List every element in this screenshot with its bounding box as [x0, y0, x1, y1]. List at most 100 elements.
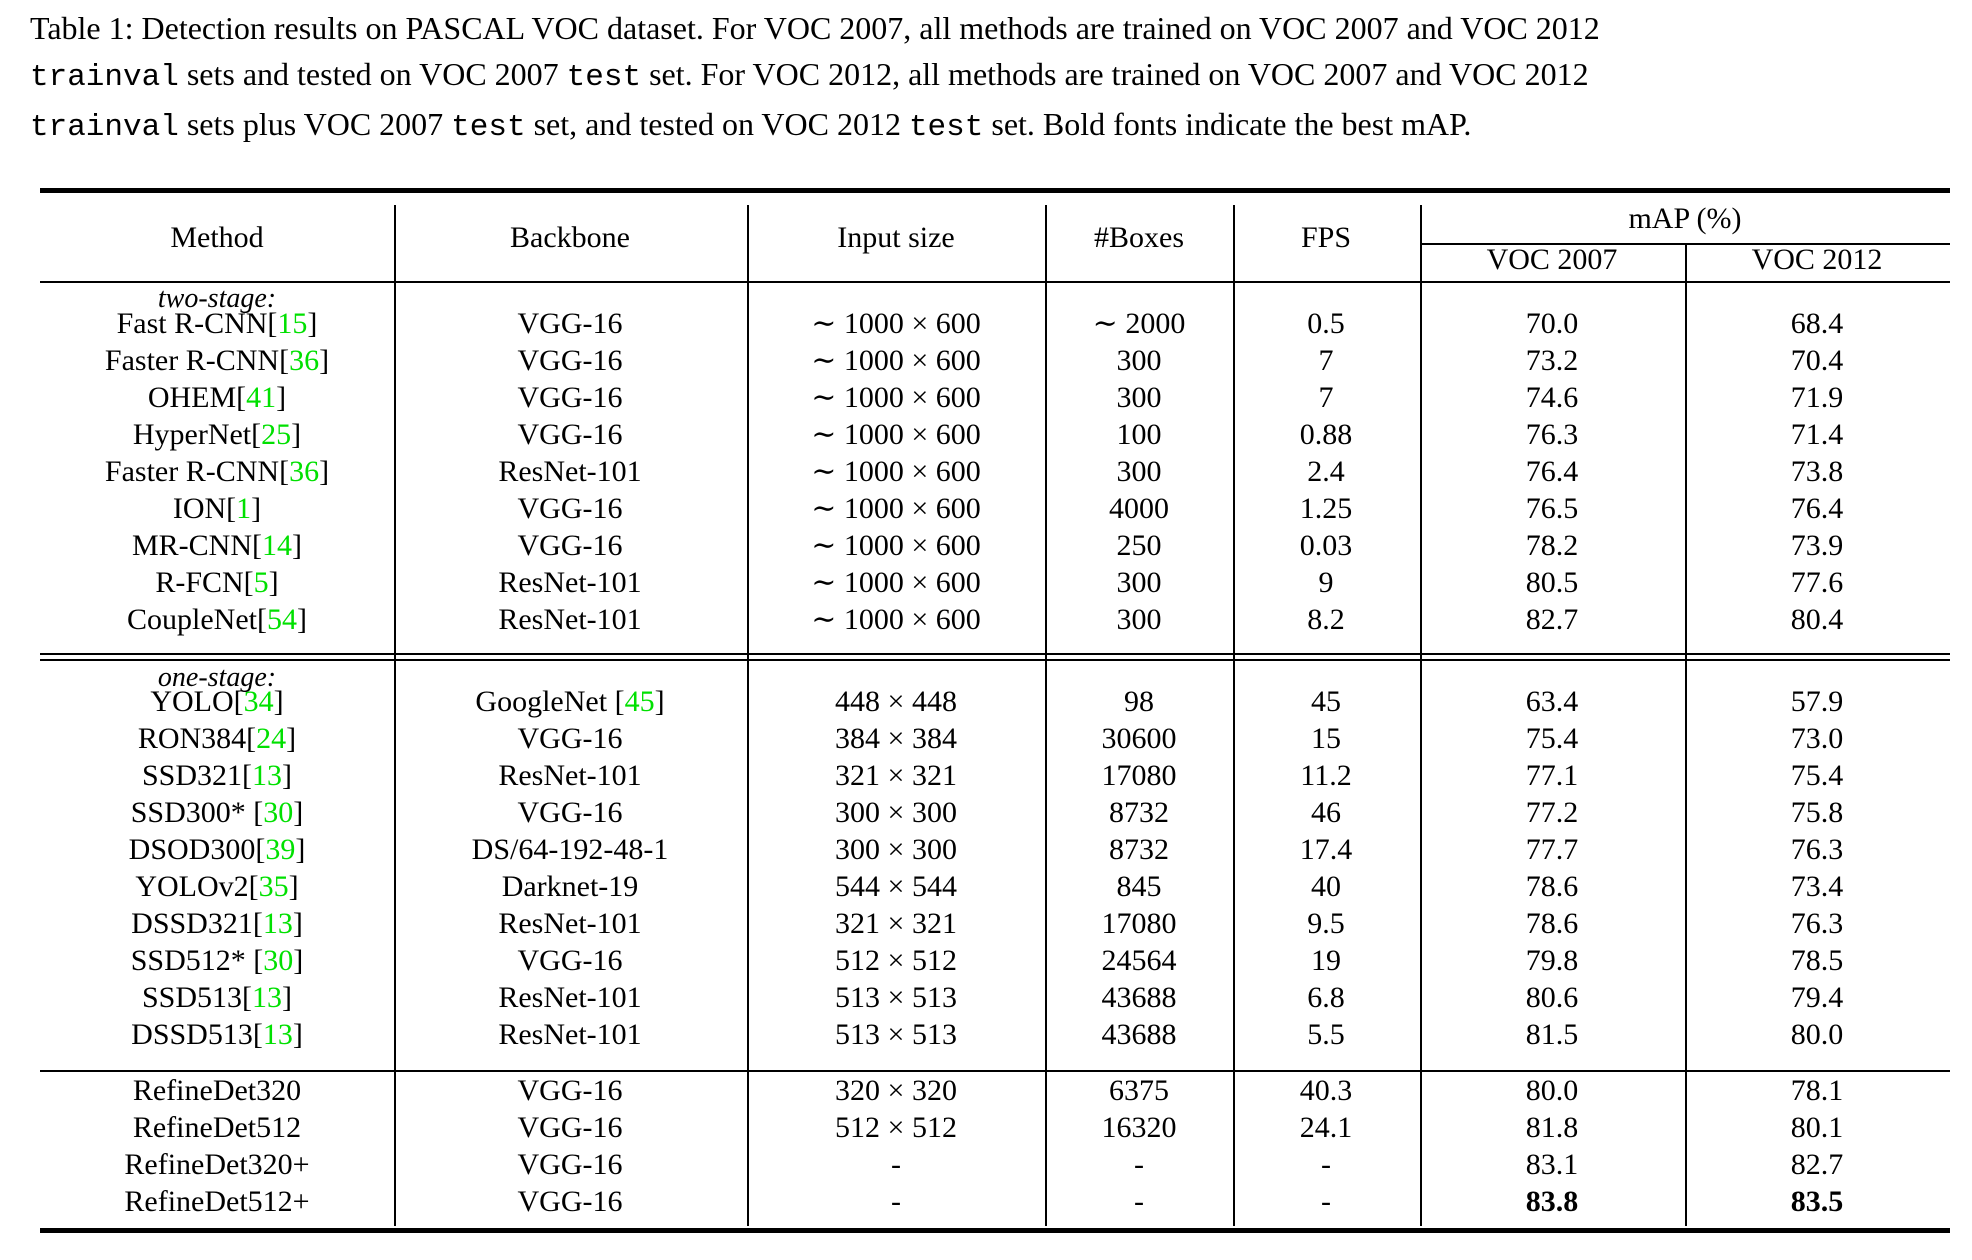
- backbone-cell: VGG-16: [518, 1185, 623, 1219]
- bracket: ]: [654, 685, 665, 718]
- voc2007-cell: 80.0: [1525, 1074, 1579, 1107]
- method-cell: RefineDet320: [133, 1074, 301, 1108]
- boxes-cell: 8732: [1109, 796, 1169, 829]
- backbone-cell: VGG-16: [518, 307, 623, 341]
- caption-text: sets plus VOC 2007: [178, 106, 452, 142]
- voc2007-cell: 77.1: [1525, 759, 1579, 792]
- backbone-name: VGG-16: [517, 1148, 623, 1181]
- method-name: RefineDet512: [132, 1111, 302, 1144]
- header-fps: FPS: [1300, 221, 1352, 254]
- fps-cell: 1.25: [1299, 492, 1353, 525]
- voc2007-cell: 78.2: [1525, 529, 1579, 562]
- voc2012-cell: 82.7: [1790, 1148, 1844, 1181]
- method-name: DSSD321: [131, 907, 253, 940]
- backbone-cell: ResNet-101: [498, 566, 641, 600]
- citation-ref: 54: [266, 603, 297, 636]
- backbone-cell: ResNet-101: [498, 603, 641, 637]
- method-cell: SSD513[13]: [142, 981, 292, 1015]
- boxes-cell: 8732: [1109, 833, 1169, 866]
- caption-text: set. For VOC 2012, all methods are train…: [641, 56, 1589, 92]
- backbone-cell: ResNet-101: [498, 1018, 641, 1052]
- voc2007-cell: 75.4: [1525, 722, 1579, 755]
- backbone-name: VGG-16: [517, 529, 623, 562]
- voc2012-cell: 76.3: [1790, 833, 1844, 866]
- boxes-cell: -: [1134, 1148, 1144, 1181]
- backbone-name: VGG-16: [517, 796, 623, 829]
- citation-ref: 5: [253, 566, 269, 599]
- backbone-name: ResNet-101: [498, 907, 642, 940]
- backbone-cell: VGG-16: [518, 529, 623, 563]
- voc2012-cell: 76.4: [1790, 492, 1844, 525]
- method-name: RON384: [137, 722, 247, 755]
- method-cell: DSOD300[39]: [129, 833, 306, 867]
- boxes-cell: 4000: [1109, 492, 1169, 525]
- backbone-cell: ResNet-101: [498, 907, 641, 941]
- bracket: ]: [296, 603, 307, 636]
- voc2007-cell: 82.7: [1525, 603, 1579, 636]
- bracket: ]: [292, 907, 303, 940]
- voc2012-cell: 73.0: [1790, 722, 1844, 755]
- citation-ref: 34: [243, 685, 274, 718]
- fps-cell: 45: [1311, 685, 1341, 718]
- method-name: RefineDet320+: [124, 1148, 310, 1181]
- method-name: HyperNet: [132, 418, 252, 451]
- backbone-name: GoogleNet: [475, 685, 615, 718]
- bracket: ]: [319, 455, 330, 488]
- citation-ref: 36: [289, 455, 320, 488]
- voc2012-cell: 73.8: [1790, 455, 1844, 488]
- voc2007-cell: 81.8: [1525, 1111, 1579, 1144]
- fps-cell: 9: [1318, 566, 1334, 599]
- backbone-cell: ResNet-101: [498, 759, 641, 793]
- citation-ref: 30: [263, 944, 294, 977]
- backbone-name: VGG-16: [517, 722, 623, 755]
- method-cell: Faster R-CNN[36]: [105, 455, 329, 489]
- voc2012-cell: 75.4: [1790, 759, 1844, 792]
- boxes-cell: 43688: [1101, 1018, 1177, 1051]
- voc2007-cell: 80.6: [1525, 981, 1579, 1014]
- input-cell: -: [891, 1185, 901, 1218]
- boxes-cell: 300: [1116, 455, 1162, 488]
- voc2007-cell: 80.5: [1525, 566, 1579, 599]
- bracket: [: [255, 833, 266, 866]
- backbone-cell: VGG-16: [518, 722, 623, 756]
- voc2007-cell: 78.6: [1525, 907, 1579, 940]
- backbone-name: ResNet-101: [498, 566, 642, 599]
- caption-code: test: [908, 110, 984, 145]
- voc2007-cell: 70.0: [1525, 307, 1579, 340]
- method-cell: RefineDet512+: [124, 1185, 309, 1219]
- bracket: [: [236, 381, 247, 414]
- input-cell: ∼ 1000 × 600: [811, 344, 981, 377]
- bracket: [: [253, 796, 264, 829]
- bracket: [: [242, 981, 253, 1014]
- citation-ref: 45: [624, 685, 655, 718]
- method-name: OHEM: [147, 381, 237, 414]
- input-cell: ∼ 1000 × 600: [811, 381, 981, 414]
- backbone-name: VGG-16: [517, 307, 623, 340]
- voc2007-cell: 83.1: [1525, 1148, 1579, 1181]
- backbone-name: VGG-16: [517, 492, 623, 525]
- col-divider: [1045, 205, 1047, 1226]
- backbone-cell: VGG-16: [518, 344, 623, 378]
- voc2007-cell: 77.7: [1525, 833, 1579, 866]
- input-cell: ∼ 1000 × 600: [811, 455, 981, 488]
- method-name: SSD513: [141, 981, 243, 1014]
- input-cell: 512 × 512: [835, 944, 957, 977]
- backbone-cell: VGG-16: [518, 492, 623, 526]
- backbone-cell: VGG-16: [518, 944, 623, 978]
- input-cell: ∼ 1000 × 600: [811, 307, 981, 340]
- backbone-cell: VGG-16: [518, 418, 623, 452]
- method-name: CoupleNet: [127, 603, 257, 636]
- method-cell: OHEM[41]: [148, 381, 286, 415]
- backbone-name: ResNet-101: [498, 1018, 642, 1051]
- top-rule: [40, 188, 1950, 193]
- backbone-cell: Darknet-19: [502, 870, 639, 904]
- bracket: [: [252, 529, 263, 562]
- col-divider: [394, 205, 396, 1226]
- group-label-two-stage: two-stage:: [157, 283, 277, 314]
- method-cell: CoupleNet[54]: [127, 603, 307, 637]
- group-divider-rule-2: [40, 659, 1950, 661]
- method-name: SSD300*: [130, 796, 254, 829]
- bracket: [: [279, 344, 290, 377]
- bracket: ]: [288, 870, 299, 903]
- bracket: [: [226, 492, 237, 525]
